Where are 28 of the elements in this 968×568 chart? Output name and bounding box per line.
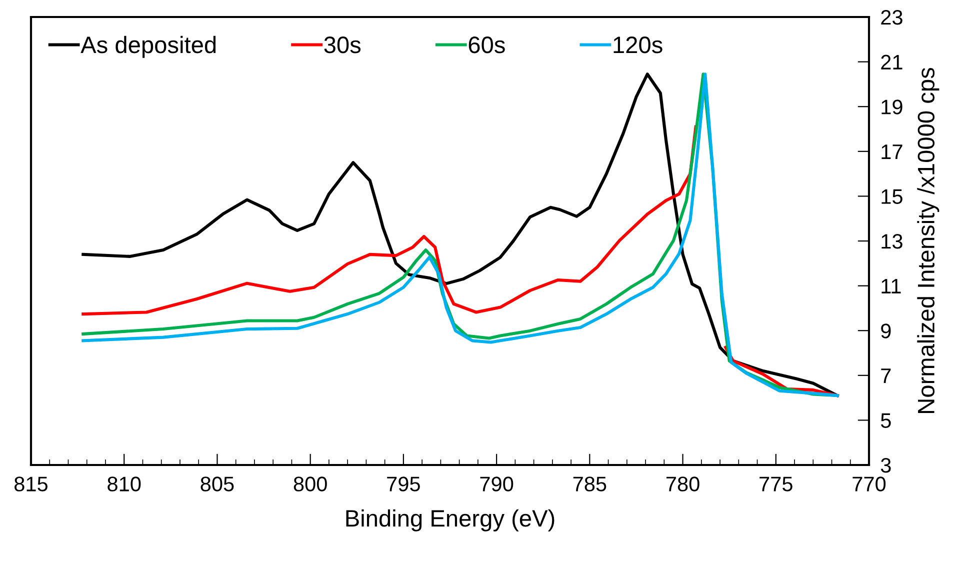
y-tick-label: 11 bbox=[882, 279, 901, 294]
x-tick-label: 810 bbox=[108, 476, 141, 492]
legend-label: 30s bbox=[324, 36, 361, 54]
y-tick-label: 21 bbox=[881, 54, 902, 70]
y-tick-label: 17 bbox=[882, 144, 902, 159]
x-tick-label: 800 bbox=[294, 476, 327, 492]
legend-label: As deposited bbox=[80, 36, 216, 58]
legend-label: 120s bbox=[614, 36, 662, 54]
y-tick-label: 23 bbox=[881, 10, 902, 25]
x-tick-label: 805 bbox=[200, 476, 234, 492]
x-tick-label: 785 bbox=[573, 476, 606, 492]
y-tick-label: 3 bbox=[880, 458, 891, 473]
y-tick-label: 13 bbox=[882, 234, 902, 249]
x-tick-label: 795 bbox=[387, 476, 420, 492]
x-tick-label: 775 bbox=[760, 476, 792, 492]
x-axis-title: Binding Energy (eV) bbox=[346, 509, 554, 532]
y-tick-label: 7 bbox=[881, 368, 891, 383]
x-tick-label: 780 bbox=[666, 476, 700, 492]
y-axis-title: Normalized Intensity /x10000 cps bbox=[917, 68, 940, 413]
x-tick-label: 815 bbox=[14, 476, 48, 492]
legend-label: 60s bbox=[468, 36, 505, 54]
x-tick-label: 770 bbox=[852, 476, 886, 492]
y-tick-label: 9 bbox=[881, 324, 891, 338]
y-tick-label: 5 bbox=[880, 413, 891, 428]
y-tick-label: 15 bbox=[882, 189, 902, 204]
y-tick-label: 19 bbox=[882, 100, 902, 114]
line-series bbox=[82, 72, 839, 398]
x-tick-label: 790 bbox=[480, 476, 514, 492]
